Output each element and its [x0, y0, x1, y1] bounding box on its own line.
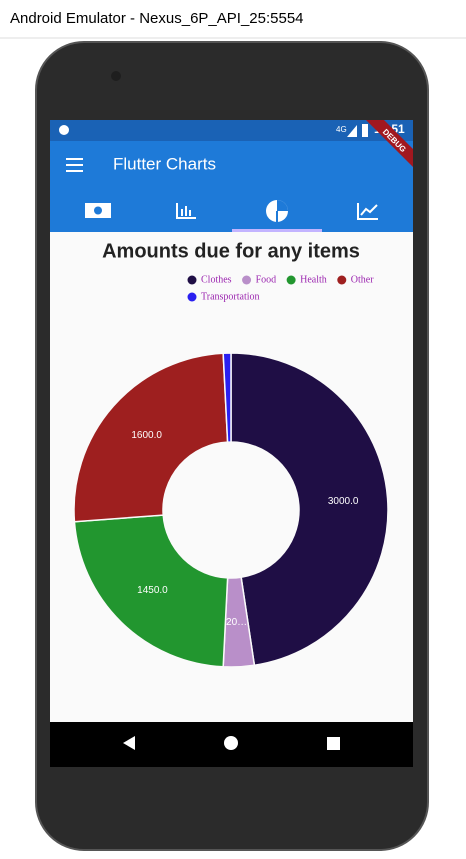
- status-bar: [50, 120, 413, 141]
- pie-slice: [73, 514, 229, 668]
- network-label: 4G: [336, 125, 347, 134]
- camera: [111, 71, 121, 81]
- legend-marker: [187, 292, 197, 302]
- status-icon: [59, 125, 69, 135]
- chart-title: Amounts due for any items: [102, 240, 360, 262]
- app-bar: [50, 141, 413, 187]
- legend-label: Food: [256, 274, 277, 285]
- tab-money[interactable]: [85, 203, 111, 218]
- legend-label: Health: [300, 274, 327, 285]
- tab-pie-chart[interactable]: [266, 200, 288, 222]
- signal-icon: [347, 125, 357, 137]
- data-label: 20…: [226, 617, 247, 628]
- legend-label: Clothes: [201, 274, 232, 285]
- legend-marker: [242, 275, 252, 285]
- nav-home[interactable]: [224, 736, 238, 750]
- menu-button[interactable]: [66, 158, 83, 172]
- legend-label: Transportation: [201, 291, 260, 302]
- window-title: Android Emulator - Nexus_6P_API_25:5554: [10, 10, 304, 27]
- pie-chart: Clothes Food Health Other Transportation 3000…: [73, 274, 389, 668]
- tab-line-chart[interactable]: [357, 203, 378, 220]
- data-label: 1450.0: [137, 585, 168, 596]
- tab-bar-chart[interactable]: [176, 203, 196, 219]
- tab-indicator: [232, 229, 322, 232]
- battery-icon: [362, 124, 368, 137]
- pie-slice: [73, 352, 229, 523]
- data-label: 3000.0: [328, 496, 359, 507]
- app-title: Flutter Charts: [113, 154, 216, 173]
- data-label: 1600.0: [131, 430, 162, 441]
- legend-marker: [337, 275, 347, 285]
- nav-back[interactable]: [123, 736, 135, 750]
- pie-slice: [230, 352, 389, 667]
- legend-label: Other: [351, 274, 374, 285]
- pie-slice: [222, 352, 232, 443]
- nav-recents[interactable]: [327, 737, 340, 750]
- legend-marker: [286, 275, 296, 285]
- legend-marker: [187, 275, 197, 285]
